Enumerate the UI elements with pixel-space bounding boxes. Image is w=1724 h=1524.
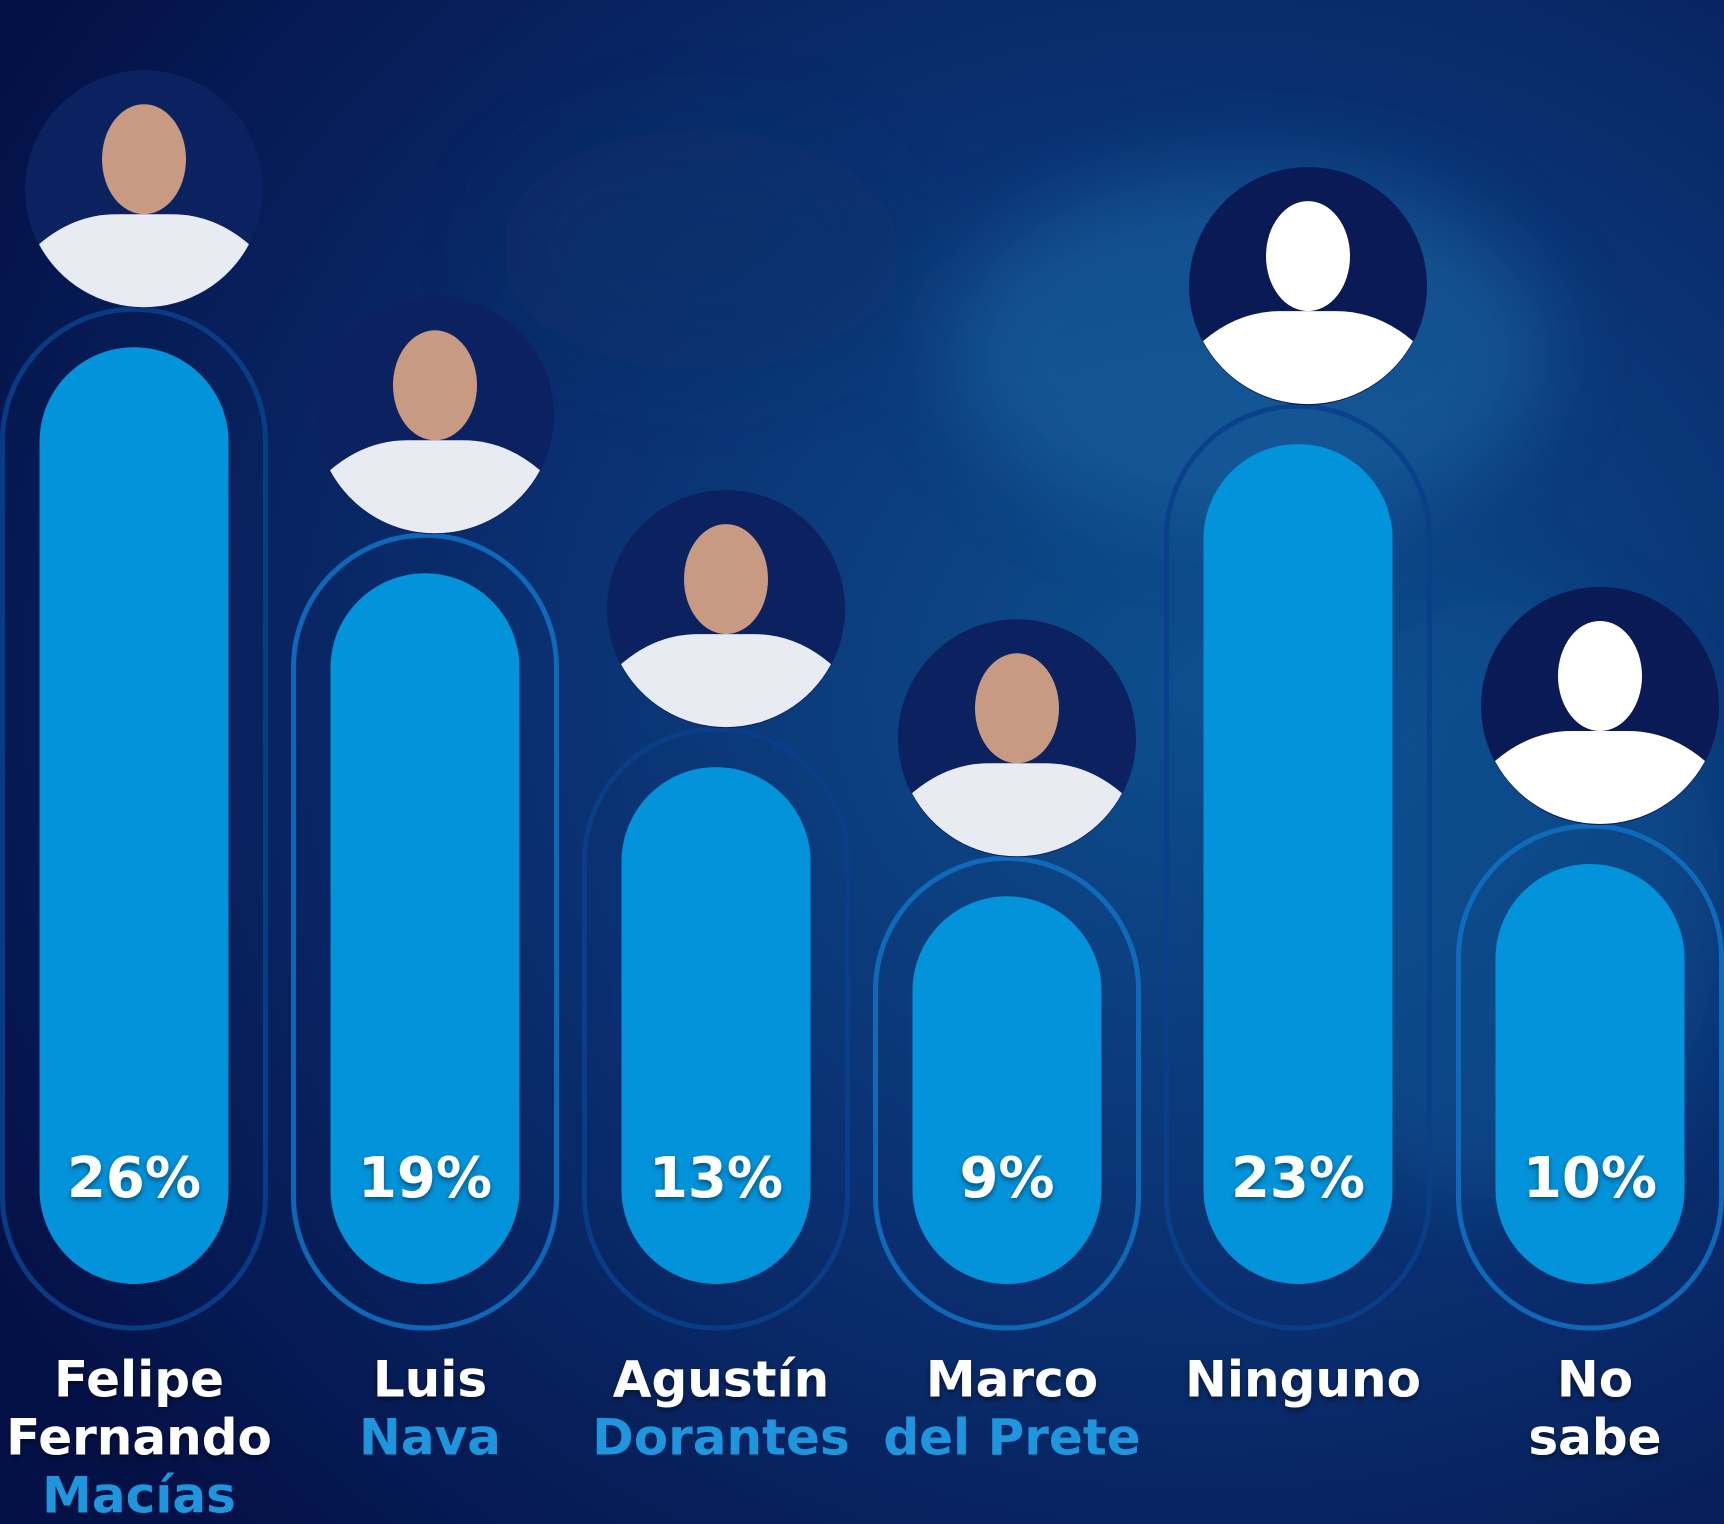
portrait-head [975, 653, 1059, 764]
bar [330, 573, 520, 1284]
portrait [607, 490, 845, 729]
category-surname: Dorantes [592, 1409, 849, 1467]
category-label: No [1557, 1351, 1633, 1409]
portrait [898, 619, 1136, 858]
portrait-body [1495, 731, 1705, 825]
portrait-body [621, 634, 831, 728]
value-label: 26% [67, 1146, 201, 1211]
category-label: Marco [926, 1351, 1098, 1409]
bar [912, 896, 1102, 1284]
portrait-head [393, 330, 477, 441]
value-label: 13% [649, 1146, 783, 1211]
portrait [25, 70, 263, 309]
category-label: Agustín [613, 1351, 829, 1409]
category-label: Luis [373, 1351, 487, 1409]
category-surname: Nava [359, 1409, 501, 1467]
category-label: Ninguno [1185, 1351, 1421, 1409]
portrait-body [912, 763, 1122, 857]
value-label: 23% [1231, 1146, 1365, 1211]
portrait-body [39, 214, 249, 308]
portrait-head [102, 104, 186, 215]
category-surname: Macías [42, 1467, 236, 1524]
bar-outline [291, 532, 559, 1331]
category-surname: del Prete [883, 1409, 1140, 1467]
bar-outline [582, 726, 850, 1331]
portrait-head [1266, 201, 1350, 312]
portrait-body [330, 440, 540, 534]
category-label: sabe [1528, 1409, 1661, 1467]
bar-outline [1164, 403, 1432, 1331]
bar [621, 767, 811, 1284]
value-label: 9% [959, 1146, 1054, 1211]
bar-outline [0, 306, 268, 1331]
bar [1203, 444, 1393, 1285]
value-label: 19% [358, 1146, 492, 1211]
bar [1495, 864, 1685, 1284]
portrait [316, 296, 554, 535]
portrait [1481, 587, 1719, 825]
bar-outline [873, 855, 1141, 1331]
bar [39, 347, 229, 1284]
bar-outline [1456, 823, 1724, 1331]
portrait [1189, 167, 1427, 406]
portrait-body [1203, 311, 1413, 405]
value-label: 10% [1523, 1146, 1657, 1211]
portrait-head [684, 524, 768, 635]
category-label: Felipe [54, 1351, 224, 1409]
category-label: Fernando [6, 1409, 272, 1467]
portrait-head [1558, 621, 1642, 731]
